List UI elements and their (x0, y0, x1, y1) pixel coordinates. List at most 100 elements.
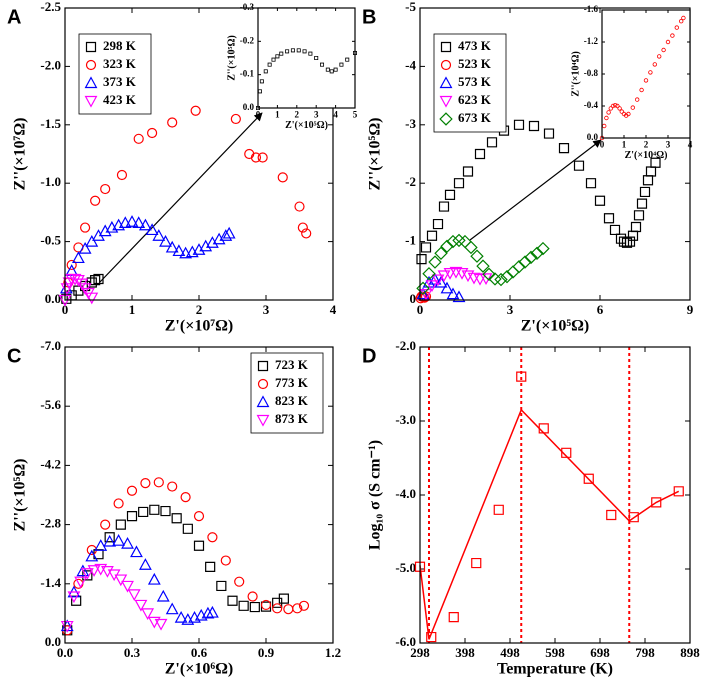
data-point (275, 54, 280, 59)
data-point (127, 589, 141, 602)
data-point (78, 241, 92, 254)
data-point (613, 103, 618, 108)
data-point (171, 513, 182, 524)
data-point (558, 143, 570, 154)
legend-marker (84, 76, 98, 89)
x-tick-label: 3 (314, 110, 319, 120)
legend-label: 723 K (275, 357, 309, 372)
data-point (121, 536, 134, 549)
data-point (464, 240, 478, 255)
data-point (420, 242, 432, 253)
data-point (416, 281, 430, 296)
data-point (308, 51, 313, 56)
y-axis-label: Z''(×10⁴Ω) (570, 51, 581, 97)
y-tick-label: 0 (410, 291, 417, 306)
data-point (227, 595, 238, 606)
data-point (650, 157, 661, 168)
data-point (234, 576, 245, 587)
data-point (610, 103, 616, 109)
data-point (94, 539, 108, 551)
data-point (639, 87, 644, 93)
x-tick-label: 598 (545, 645, 565, 660)
data-point (437, 270, 451, 283)
data-point (74, 576, 88, 589)
y-tick-label: -1 (405, 233, 416, 248)
data-point (444, 189, 456, 200)
data-point (62, 277, 76, 290)
data-point (665, 39, 671, 45)
data-point (470, 249, 484, 263)
legend-label: 323 K (103, 56, 137, 71)
x-tick-label: 0 (417, 302, 424, 317)
x-tick-label: 3 (666, 140, 671, 150)
data-point (113, 498, 124, 509)
data-point (443, 268, 457, 280)
y-tick-label: -1.5 (40, 116, 61, 131)
x-tick-label: 3 (507, 302, 514, 317)
data-point (85, 292, 99, 305)
data-point (422, 267, 436, 281)
data-point (230, 113, 241, 125)
data-point (134, 599, 148, 612)
data-point (314, 56, 319, 60)
x-tick-label: 4 (333, 110, 338, 120)
data-point (66, 259, 77, 271)
legend-box (433, 33, 507, 133)
data-point (193, 511, 205, 522)
y-tick-label: -0.5 (40, 233, 61, 248)
data-point (80, 568, 94, 580)
data-point (90, 275, 101, 286)
data-point (267, 62, 272, 67)
x-tick-label: 0 (600, 140, 605, 150)
y-tick-label: -5 (405, 0, 416, 14)
data-point (608, 106, 614, 111)
data-point (528, 120, 540, 132)
data-point (86, 277, 97, 288)
data-point (149, 504, 160, 515)
data-point (219, 229, 233, 241)
x-tick-label: 1 (275, 110, 280, 120)
data-point (493, 504, 504, 515)
data-point (426, 230, 438, 241)
data-point (65, 264, 79, 276)
data-point (512, 260, 526, 274)
data-point (147, 127, 158, 139)
x-tick-label: 2 (295, 110, 300, 120)
data-point (320, 62, 325, 67)
data-point (438, 201, 450, 212)
data-point (133, 133, 144, 144)
data-point (115, 519, 126, 530)
data-point (259, 79, 264, 84)
data-point (249, 601, 260, 613)
data-point (636, 198, 648, 209)
data-point (476, 259, 490, 273)
data-point (182, 523, 193, 534)
data-point (76, 564, 90, 577)
y-tick-label: 0.0 (45, 634, 61, 649)
data-point (205, 561, 216, 572)
y-tick-label: -5.0 (395, 560, 416, 575)
plot-frame (64, 7, 334, 301)
data-point (285, 49, 290, 54)
y-tick-label: -5.6 (40, 397, 61, 412)
data-point (428, 255, 442, 269)
data-point (681, 15, 686, 21)
x-tick-label: 1.2 (325, 645, 341, 660)
data-point (159, 234, 172, 247)
legend-marker (257, 378, 269, 390)
data-point (145, 223, 159, 236)
y-tick-label: -4.0 (395, 486, 416, 501)
data-point (71, 251, 85, 264)
legend-box (78, 33, 152, 115)
x-axis-label: Z'(×10⁵Ω) (521, 318, 590, 335)
data-point (603, 213, 615, 224)
x-tick-label: 1 (129, 302, 136, 317)
data-point (339, 62, 344, 67)
y-tick-label: 0.0 (45, 291, 61, 306)
data-point (294, 201, 305, 212)
data-point (114, 574, 128, 587)
y-tick-label: -1.4 (40, 575, 61, 590)
data-point (167, 481, 178, 492)
data-point (222, 226, 236, 239)
data-point (121, 580, 134, 593)
